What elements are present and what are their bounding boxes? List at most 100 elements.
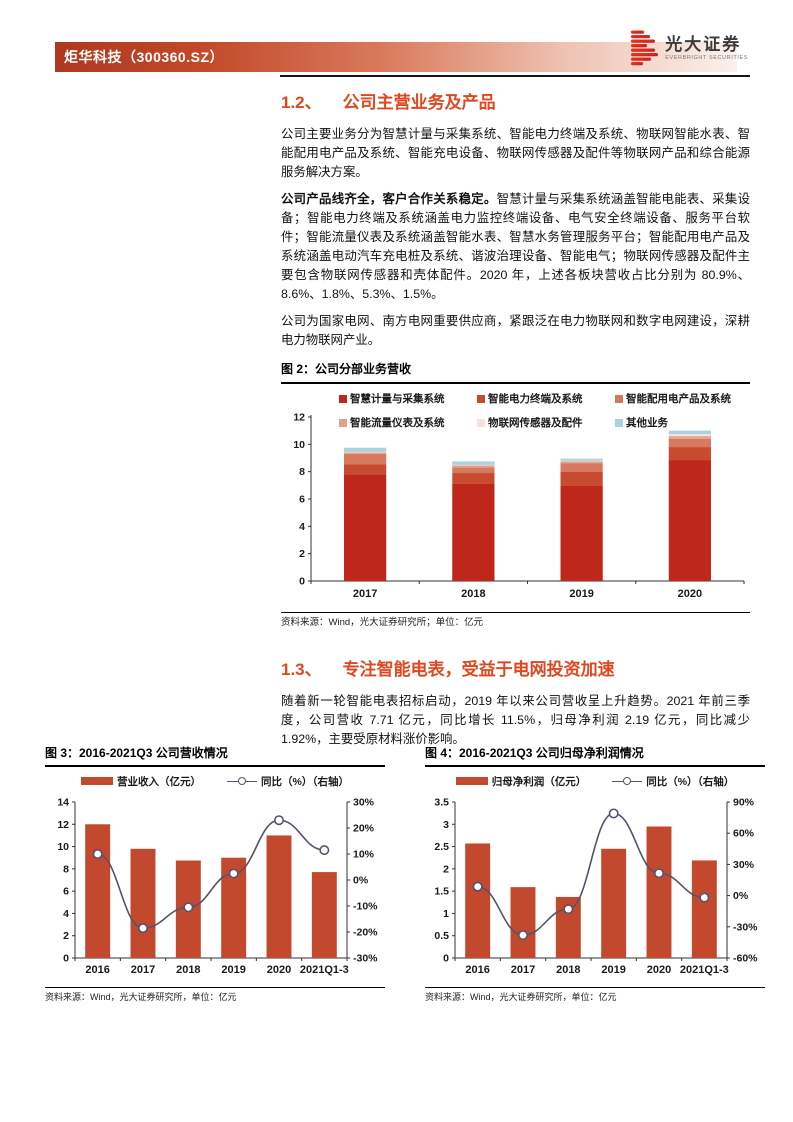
svg-text:1.5: 1.5 <box>434 886 449 898</box>
figure3-chart: 0 2 4 6 8 10 12 14 -30% -20% -10% 0% 10% 20% 30% 2016 20… <box>45 794 385 987</box>
svg-text:2016: 2016 <box>465 964 489 976</box>
legend-swatch-icon <box>477 394 485 403</box>
svg-text:2: 2 <box>63 930 69 942</box>
paragraph: 公司为国家电网、南方电网重要供应商，紧跟泛在电力物联网和数字电网建设，深耕电力物… <box>281 314 750 347</box>
svg-text:4: 4 <box>299 521 305 533</box>
legend-swatch-icon <box>615 418 623 427</box>
svg-text:2018: 2018 <box>556 964 580 976</box>
svg-text:12: 12 <box>293 412 305 424</box>
svg-text:6: 6 <box>299 494 305 506</box>
legend-item: 智能电力终端及系统 <box>477 391 615 406</box>
chart-svg: 0 2 4 6 8 10 12 2017 2018 2019 2020 <box>293 412 745 600</box>
section-number: 1.3、 <box>281 660 322 679</box>
svg-text:2021Q1-3: 2021Q1-3 <box>300 964 349 976</box>
chart-svg: 0 2 4 6 8 10 12 14 -30% -20% -10% 0% 10% 20% 30% 2016 20… <box>57 797 378 977</box>
legend-swatch-icon <box>339 394 347 403</box>
svg-text:2018: 2018 <box>176 964 200 976</box>
legend-label: 其他业务 <box>626 417 668 429</box>
svg-text:0: 0 <box>63 953 69 965</box>
svg-text:2016: 2016 <box>85 964 109 976</box>
paragraph-text: 智慧计量与采集系统涵盖智能电能表、采集设备；智能电力终端及系统涵盖电力监控终端设… <box>281 192 751 301</box>
svg-text:2: 2 <box>443 863 449 875</box>
legend-label: 智能电力终端及系统 <box>488 393 583 405</box>
svg-text:2020: 2020 <box>678 588 702 600</box>
chart-svg: 0 0.5 1 1.5 2 2.5 3 3.5 -60% -30% 0% 30% 60% 90% 2016 2… <box>434 797 758 977</box>
figure2-chart-area: 0 2 4 6 8 10 12 2017 2018 2019 2020 智慧计量与采集系统 智能电力终… <box>281 389 750 612</box>
everbright-logo-icon <box>631 30 659 66</box>
legend-item: 智能配用电产品及系统 <box>615 391 745 406</box>
svg-text:60%: 60% <box>733 828 755 840</box>
section-title: 专注智能电表，受益于电网投资加速 <box>342 660 615 679</box>
svg-text:0: 0 <box>299 576 305 588</box>
legend-swatch-icon <box>615 394 623 403</box>
svg-text:30%: 30% <box>733 859 755 871</box>
figure4-chart: 0 0.5 1 1.5 2 2.5 3 3.5 -60% -30% 0% 30% 60% 90% 2016 2… <box>425 794 765 987</box>
figure2-title: 图 2：公司分部业务营收 <box>281 362 750 384</box>
svg-text:2017: 2017 <box>511 964 535 976</box>
svg-text:6: 6 <box>63 886 69 898</box>
svg-text:4: 4 <box>63 908 69 920</box>
section-number: 1.2、 <box>281 93 322 112</box>
svg-text:14: 14 <box>57 797 69 809</box>
svg-text:2019: 2019 <box>569 588 593 600</box>
legend-label: 归母净利润（亿元） <box>491 775 587 788</box>
svg-text:2018: 2018 <box>461 588 485 600</box>
figure4-block: 图 4：2016-2021Q3 公司归母净利润情况 归母净利润（亿元） 同比（%）… <box>425 746 765 1003</box>
legend-item: 物联网传感器及配件 <box>477 415 615 430</box>
figure2-legend: 智慧计量与采集系统 智能电力终端及系统 智能配用电产品及系统智能流量仪表及系统 物联网… <box>339 391 745 430</box>
figure2-block: 图 2：公司分部业务营收 0 2 4 6 8 10 12 2017 2018 2019 2020 智… <box>281 362 750 629</box>
paragraph: 公司产品线齐全，客户合作关系稳定。智慧计量与采集系统涵盖智能电能表、采集设备；智… <box>281 190 750 304</box>
brand-logo: 光大证券 EVERBRIGHT SECURITIES <box>631 30 748 67</box>
legend-label: 营业收入（亿元） <box>116 775 201 788</box>
svg-text:12: 12 <box>57 819 69 831</box>
figure3-title: 图 3：2016-2021Q3 公司营收情况 <box>45 746 385 767</box>
svg-text:0.5: 0.5 <box>434 930 449 942</box>
svg-text:0: 0 <box>443 953 449 965</box>
svg-text:-10%: -10% <box>353 901 378 913</box>
legend-label: 智能配用电产品及系统 <box>626 393 731 405</box>
legend-item: 归母净利润（亿元） <box>455 774 587 789</box>
legend-label: 物联网传感器及配件 <box>488 417 583 429</box>
legend-label: 智能流量仪表及系统 <box>350 417 445 429</box>
figure4-legend: 归母净利润（亿元） 同比（%）（右轴） <box>425 770 765 792</box>
brand-name-en: EVERBRIGHT SECURITIES <box>665 54 748 61</box>
legend-item: 营业收入（亿元） <box>80 774 201 789</box>
svg-text:-60%: -60% <box>733 953 758 965</box>
svg-text:90%: 90% <box>733 797 755 809</box>
paragraph: 公司主要业务分为智慧计量与采集系统、智能电力终端及系统、物联网智能水表、智能配用… <box>281 127 750 179</box>
svg-text:-30%: -30% <box>353 953 378 965</box>
legend-label: 智慧计量与采集系统 <box>350 393 445 405</box>
legend-item: 智慧计量与采集系统 <box>339 391 477 406</box>
svg-text:0%: 0% <box>733 890 749 902</box>
svg-text:2017: 2017 <box>353 588 377 600</box>
svg-text:2020: 2020 <box>647 964 671 976</box>
svg-text:2020: 2020 <box>267 964 291 976</box>
legend-bar-swatch-icon <box>80 777 113 785</box>
legend-item: 智能流量仪表及系统 <box>339 415 477 430</box>
legend-item: 同比（%）（右轴） <box>226 774 349 789</box>
legend-line-swatch-icon <box>226 776 257 786</box>
figure2-source: 资料来源：Wind，光大证券研究所；单位：亿元 <box>281 612 750 629</box>
svg-text:1: 1 <box>443 908 449 920</box>
paragraph: 随着新一轮智能电表招标启动，2019 年以来公司营收呈上升趋势。2021 年前三… <box>281 694 750 746</box>
legend-line-swatch-icon <box>612 776 643 786</box>
legend-item: 其他业务 <box>615 415 745 430</box>
svg-text:2019: 2019 <box>601 964 625 976</box>
section-1-2-heading: 1.2、 公司主营业务及产品 <box>281 92 750 114</box>
figure3-source: 资料来源：Wind，光大证券研究所，单位：亿元 <box>45 987 385 1003</box>
svg-text:3: 3 <box>443 819 449 831</box>
svg-text:2017: 2017 <box>131 964 155 976</box>
brand-name-cn: 光大证券 <box>665 34 742 54</box>
svg-text:8: 8 <box>63 863 69 875</box>
figure4-source: 资料来源：Wind，光大证券研究所，单位：亿元 <box>425 987 765 1003</box>
svg-text:30%: 30% <box>353 797 375 809</box>
paragraph-bold-lead: 公司产品线齐全，客户合作关系稳定。 <box>281 192 497 206</box>
svg-text:2.5: 2.5 <box>434 841 449 853</box>
legend-item: 同比（%）（右轴） <box>612 774 734 789</box>
stock-title: 炬华科技（300360.SZ） <box>64 49 224 65</box>
svg-text:-20%: -20% <box>353 927 378 939</box>
header-banner: 炬华科技（300360.SZ） <box>55 42 737 72</box>
figures-row: 图 3：2016-2021Q3 公司营收情况 营业收入（亿元） 同比（%）（右轴）… <box>45 746 765 1003</box>
main-column: 1.2、 公司主营业务及产品 公司主要业务分为智慧计量与采集系统、智能电力终端及系… <box>281 92 750 757</box>
svg-text:2: 2 <box>299 548 305 560</box>
